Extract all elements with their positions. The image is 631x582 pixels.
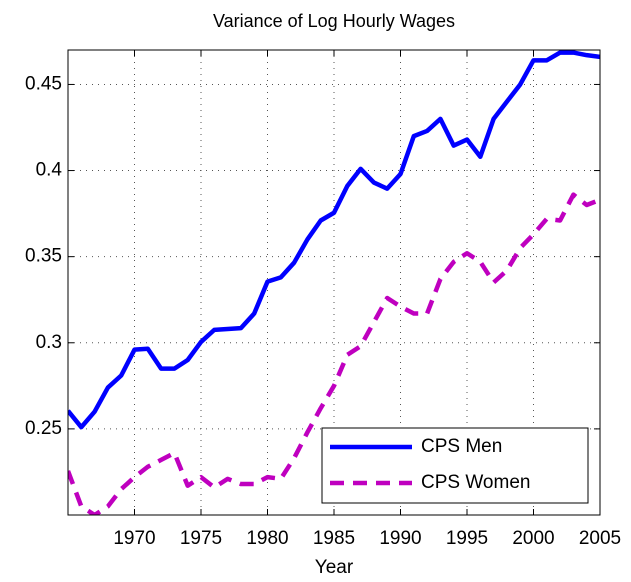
x-tick-label: 1995 xyxy=(446,528,488,549)
y-tick-label: 0.3 xyxy=(36,332,62,353)
x-tick-label: 2000 xyxy=(512,528,554,549)
data-line xyxy=(68,50,600,430)
x-tick-label: 1990 xyxy=(379,528,421,549)
x-tick-label: 1980 xyxy=(246,528,288,549)
y-tick-label: 0.4 xyxy=(36,160,63,181)
data-line xyxy=(68,192,600,515)
x-tick-label: 2005 xyxy=(579,528,621,549)
plot-frame xyxy=(67,49,601,516)
y-tick-label: 0.35 xyxy=(25,246,62,267)
plot-lines xyxy=(68,50,600,515)
y-tick-label: 0.25 xyxy=(25,418,62,439)
legend-label: CPS Women xyxy=(421,472,530,493)
legend-label: CPS Men xyxy=(421,436,502,457)
x-tick-label: 1975 xyxy=(180,528,222,549)
y-tick-label: 0.45 xyxy=(25,73,62,94)
legend-box xyxy=(321,427,589,504)
x-tick-label: 1970 xyxy=(113,528,155,549)
x-tick-label: 1985 xyxy=(313,528,355,549)
legend: CPS Men CPS Women xyxy=(321,427,589,504)
x-axis-label: Year xyxy=(315,557,354,578)
chart-title: Variance of Log Hourly Wages xyxy=(213,11,455,31)
